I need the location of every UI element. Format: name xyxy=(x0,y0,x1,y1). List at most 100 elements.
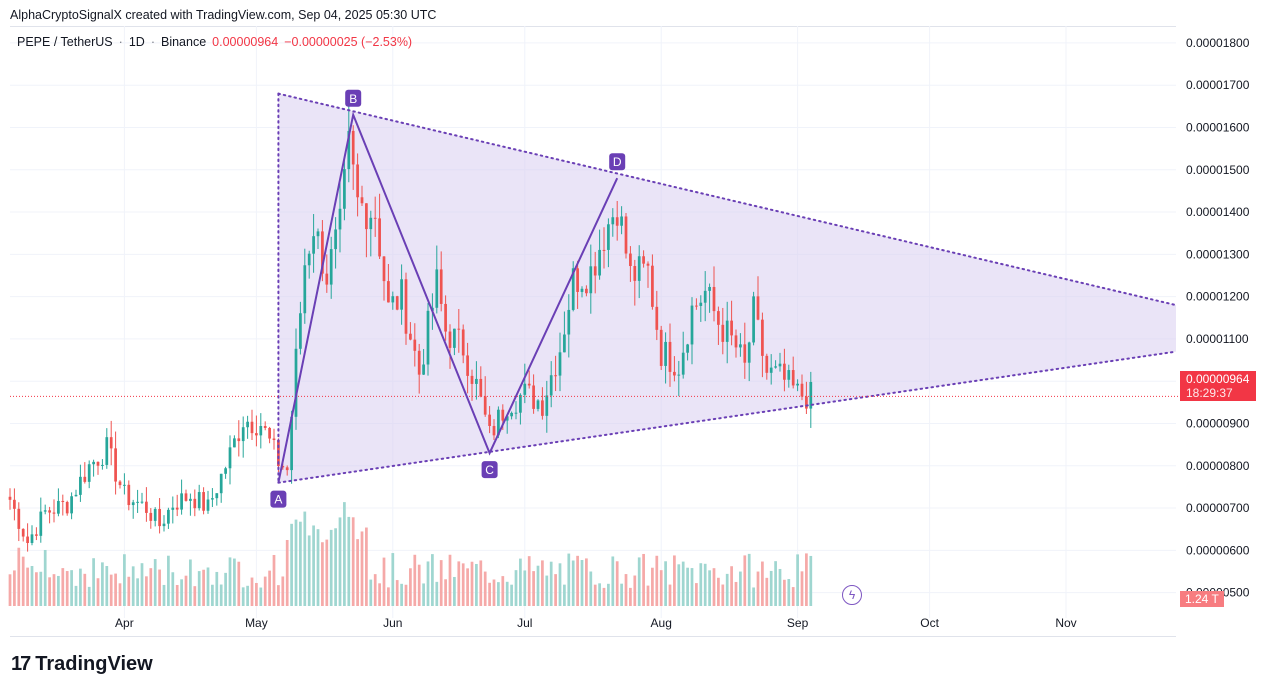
candle-body[interactable] xyxy=(501,409,505,421)
candle-body[interactable] xyxy=(611,217,615,225)
candle-body[interactable] xyxy=(668,341,672,372)
candle-body[interactable] xyxy=(167,509,170,524)
candle-body[interactable] xyxy=(439,269,443,304)
candle-body[interactable] xyxy=(145,501,148,513)
candle-body[interactable] xyxy=(554,375,557,377)
candle-body[interactable] xyxy=(237,438,241,442)
candle-body[interactable] xyxy=(607,224,610,250)
candle-body[interactable] xyxy=(241,427,245,442)
candle-body[interactable] xyxy=(105,437,109,465)
candle-body[interactable] xyxy=(285,467,289,471)
candle-body[interactable] xyxy=(52,512,56,514)
candle-body[interactable] xyxy=(444,303,447,332)
candle-body[interactable] xyxy=(461,329,465,356)
candle-body[interactable] xyxy=(395,296,399,310)
candle-body[interactable] xyxy=(646,263,650,266)
candle-body[interactable] xyxy=(523,383,527,395)
candle-body[interactable] xyxy=(369,217,373,230)
candle-body[interactable] xyxy=(378,218,381,257)
candle-body[interactable] xyxy=(791,370,795,386)
candle-body[interactable] xyxy=(140,501,144,503)
candle-body[interactable] xyxy=(30,534,34,544)
candle-body[interactable] xyxy=(690,305,694,345)
candle-body[interactable] xyxy=(281,466,285,468)
candle-body[interactable] xyxy=(39,511,43,536)
candle-body[interactable] xyxy=(197,492,201,509)
candle-body[interactable] xyxy=(263,425,267,428)
candle-body[interactable] xyxy=(184,493,188,501)
candle-body[interactable] xyxy=(756,296,760,320)
candle-body[interactable] xyxy=(457,328,461,330)
candle-body[interactable] xyxy=(426,310,430,365)
candle-body[interactable] xyxy=(294,348,298,417)
candle-body[interactable] xyxy=(686,344,689,353)
candle-body[interactable] xyxy=(725,320,729,342)
candle-body[interactable] xyxy=(448,331,452,348)
candle-body[interactable] xyxy=(268,427,271,439)
candle-body[interactable] xyxy=(681,352,685,375)
candle-body[interactable] xyxy=(620,216,623,226)
candle-body[interactable] xyxy=(365,203,368,230)
candle-body[interactable] xyxy=(642,256,645,264)
candle-body[interactable] xyxy=(175,507,179,510)
candle-body[interactable] xyxy=(453,328,456,348)
candle-body[interactable] xyxy=(391,296,395,303)
candle-body[interactable] xyxy=(171,507,175,510)
candle-body[interactable] xyxy=(510,412,513,417)
candle-body[interactable] xyxy=(466,355,469,376)
candle-body[interactable] xyxy=(329,249,333,285)
candle-body[interactable] xyxy=(127,484,131,506)
candle-body[interactable] xyxy=(651,265,654,307)
candle-body[interactable] xyxy=(712,286,716,312)
symbol-legend[interactable]: PEPE / TetherUS · 1D · Binance 0.0000096… xyxy=(17,35,412,49)
candle-body[interactable] xyxy=(734,335,738,348)
candle-body[interactable] xyxy=(360,197,364,204)
candle-body[interactable] xyxy=(699,302,703,306)
candle-body[interactable] xyxy=(65,501,69,514)
candle-body[interactable] xyxy=(74,494,78,497)
candle-body[interactable] xyxy=(730,320,733,336)
pattern-point-b-badge[interactable] xyxy=(345,89,362,107)
candle-body[interactable] xyxy=(180,493,183,510)
candle-body[interactable] xyxy=(162,523,166,527)
candle-body[interactable] xyxy=(101,464,104,466)
candle-body[interactable] xyxy=(409,333,412,340)
candle-body[interactable] xyxy=(800,383,804,397)
candle-body[interactable] xyxy=(743,344,747,363)
candle-body[interactable] xyxy=(149,512,153,521)
candle-body[interactable] xyxy=(677,374,681,376)
candle-body[interactable] xyxy=(109,437,113,449)
candle-body[interactable] xyxy=(479,378,483,397)
candle-body[interactable] xyxy=(655,306,659,330)
candle-body[interactable] xyxy=(87,464,91,482)
candle-body[interactable] xyxy=(549,375,553,396)
candle-body[interactable] xyxy=(259,425,263,436)
candle-body[interactable] xyxy=(400,279,403,310)
tradingview-logo[interactable]: 17 TradingView xyxy=(11,653,153,676)
triangle-lower-line[interactable] xyxy=(277,350,1177,484)
candle-body[interactable] xyxy=(334,229,337,250)
candle-body[interactable] xyxy=(659,329,663,366)
candle-body[interactable] xyxy=(717,311,720,325)
candle-body[interactable] xyxy=(783,363,786,380)
candle-body[interactable] xyxy=(541,400,544,416)
candle-body[interactable] xyxy=(356,164,359,198)
candle-body[interactable] xyxy=(17,508,21,529)
candle-body[interactable] xyxy=(585,288,588,294)
candle-body[interactable] xyxy=(83,476,87,482)
candle-body[interactable] xyxy=(673,371,676,376)
candle-body[interactable] xyxy=(202,492,205,511)
candle-body[interactable] xyxy=(26,536,29,544)
candle-body[interactable] xyxy=(558,352,562,376)
candle-body[interactable] xyxy=(787,370,791,380)
candle-body[interactable] xyxy=(123,484,126,486)
candle-body[interactable] xyxy=(721,324,725,342)
candle-body[interactable] xyxy=(695,305,698,307)
candle-body[interactable] xyxy=(774,366,777,368)
candle-body[interactable] xyxy=(290,416,293,471)
candle-body[interactable] xyxy=(224,468,227,474)
candle-body[interactable] xyxy=(805,396,808,409)
candle-body[interactable] xyxy=(417,350,421,375)
candle-body[interactable] xyxy=(211,498,214,500)
candle-body[interactable] xyxy=(778,363,782,367)
